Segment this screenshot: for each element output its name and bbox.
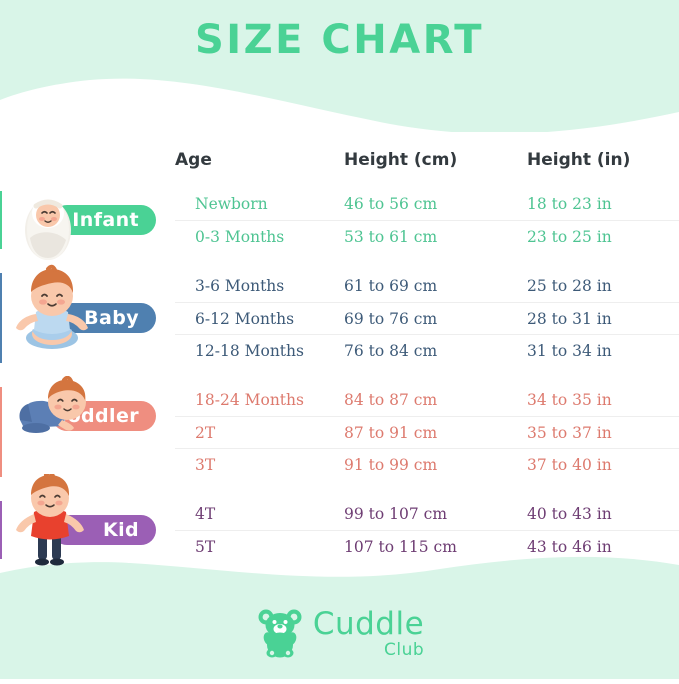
size-chart-table: Age Height (cm) Height (in) Infant	[0, 150, 679, 566]
category-badge-toddler[interactable]: Toddler	[0, 375, 175, 480]
page-title-container: SIZE CHART	[0, 0, 679, 80]
page-title: SIZE CHART	[194, 17, 485, 63]
cell-age: 3T	[195, 455, 216, 474]
category-label-baby: Baby	[84, 307, 139, 329]
table-header-row: Age Height (cm) Height (in)	[0, 150, 679, 184]
cell-height-cm: 76 to 84 cm	[344, 341, 438, 360]
brand-subtitle: Club	[384, 640, 425, 660]
category-badge-kid[interactable]: Kid	[0, 470, 175, 566]
rows-kid: 4T 99 to 107 cm 40 to 43 in 5T 107 to 11…	[0, 498, 679, 562]
cell-height-cm: 61 to 69 cm	[344, 277, 438, 295]
table-row: 3-6 Months 61 to 69 cm 25 to 28 in	[175, 270, 679, 302]
group-color-bar-kid	[0, 501, 2, 559]
cell-age: 12-18 Months	[195, 341, 304, 360]
category-label-infant: Infant	[72, 209, 139, 231]
table-group-toddler: Toddler	[0, 375, 679, 480]
table-row: 12-18 Months 76 to 84 cm 31 to 34 in	[175, 334, 679, 366]
brand-text: Cuddle Club	[313, 609, 424, 659]
cell-age: 2T	[195, 423, 216, 442]
category-badge-infant[interactable]: Infant	[0, 188, 175, 260]
table-row: 4T 99 to 107 cm 40 to 43 in	[175, 498, 679, 530]
table-row: 0-3 Months 53 to 61 cm 23 to 25 in	[175, 220, 679, 252]
table-group-kid: Kid	[0, 470, 679, 566]
cell-height-cm: 99 to 107 cm	[344, 505, 448, 523]
table-row: 18-24 Months 84 to 87 cm 34 to 35 in	[175, 384, 679, 416]
cell-height-in: 28 to 31 in	[527, 309, 612, 328]
table-row: 5T 107 to 115 cm 43 to 46 in	[175, 530, 679, 562]
cell-height-in: 35 to 37 in	[527, 423, 612, 442]
cell-height-cm: 53 to 61 cm	[344, 227, 438, 246]
header-cell-height-cm: Height (cm)	[344, 150, 458, 170]
standing-kid-icon	[8, 470, 92, 573]
cell-height-cm: 46 to 56 cm	[344, 195, 438, 213]
cell-age: 5T	[195, 537, 216, 556]
rows-infant: Newborn 46 to 56 cm 18 to 23 in 0-3 Mont…	[0, 188, 679, 252]
group-color-bar-baby	[0, 273, 2, 363]
cell-age: 18-24 Months	[195, 391, 304, 409]
cell-age: 3-6 Months	[195, 277, 285, 295]
table-row: 3T 91 to 99 cm 37 to 40 in	[175, 448, 679, 480]
sitting-baby-icon	[10, 264, 94, 357]
group-color-bar-infant	[0, 191, 2, 249]
header-cell-height-in: Height (in)	[527, 150, 631, 170]
cell-height-cm: 107 to 115 cm	[344, 537, 457, 556]
swaddled-baby-icon	[12, 186, 84, 267]
cell-height-cm: 91 to 99 cm	[344, 455, 438, 474]
cell-age: 6-12 Months	[195, 309, 295, 328]
table-row: 2T 87 to 91 cm 35 to 37 in	[175, 416, 679, 448]
brand-name: Cuddle	[312, 606, 425, 642]
cell-height-in: 31 to 34 in	[527, 341, 612, 360]
cell-age: 4T	[195, 505, 216, 523]
cell-age: 0-3 Months	[195, 227, 285, 246]
cell-age: Newborn	[195, 195, 268, 213]
crawling-toddler-icon	[8, 375, 96, 451]
teddy-bear-icon	[255, 606, 305, 663]
cell-height-cm: 87 to 91 cm	[344, 423, 438, 442]
brand-logo: Cuddle Club	[0, 599, 679, 669]
cell-height-in: 37 to 40 in	[527, 455, 612, 474]
category-badge-baby[interactable]: Baby	[0, 264, 175, 366]
cell-height-in: 23 to 25 in	[527, 227, 612, 246]
table-group-infant: Infant N	[0, 188, 679, 260]
rows-toddler: 18-24 Months 84 to 87 cm 34 to 35 in 2T …	[0, 384, 679, 480]
cell-height-in: 34 to 35 in	[527, 391, 612, 409]
table-group-baby: Baby	[0, 264, 679, 366]
cell-height-in: 40 to 43 in	[527, 505, 612, 523]
table-row: Newborn 46 to 56 cm 18 to 23 in	[175, 188, 679, 220]
cell-height-cm: 84 to 87 cm	[344, 391, 438, 409]
rows-baby: 3-6 Months 61 to 69 cm 25 to 28 in 6-12 …	[0, 270, 679, 366]
cell-height-in: 25 to 28 in	[527, 277, 612, 295]
cell-height-in: 18 to 23 in	[527, 195, 612, 213]
header-cell-age: Age	[175, 150, 212, 170]
group-color-bar-toddler	[0, 387, 2, 477]
cell-height-in: 43 to 46 in	[527, 537, 612, 556]
table-row: 6-12 Months 69 to 76 cm 28 to 31 in	[175, 302, 679, 334]
cell-height-cm: 69 to 76 cm	[344, 309, 438, 328]
category-label-kid: Kid	[102, 519, 139, 541]
